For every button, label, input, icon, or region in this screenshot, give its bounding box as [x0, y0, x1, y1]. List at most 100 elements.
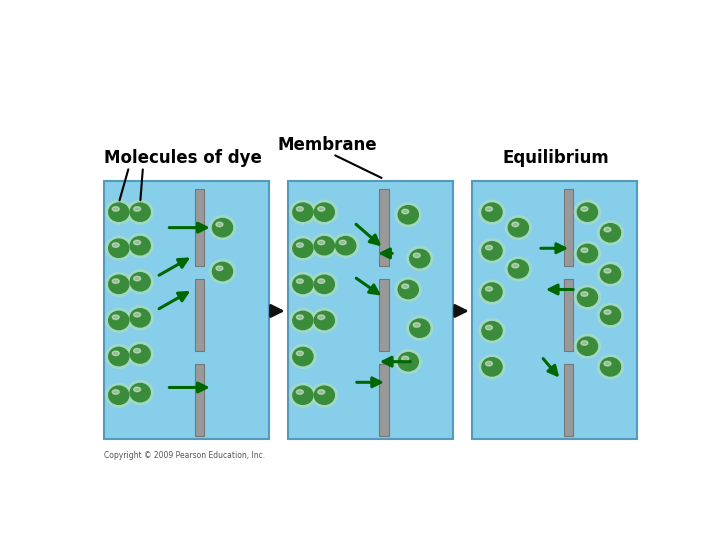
- Ellipse shape: [395, 278, 421, 301]
- Ellipse shape: [398, 206, 418, 224]
- Ellipse shape: [398, 353, 418, 371]
- Ellipse shape: [318, 240, 325, 245]
- Ellipse shape: [130, 203, 150, 221]
- Ellipse shape: [413, 323, 420, 327]
- Ellipse shape: [600, 265, 621, 283]
- Bar: [195, 364, 204, 436]
- Bar: [195, 189, 204, 266]
- Ellipse shape: [485, 287, 492, 291]
- Ellipse shape: [290, 308, 316, 332]
- Ellipse shape: [318, 315, 325, 320]
- Ellipse shape: [598, 303, 624, 327]
- Ellipse shape: [216, 222, 223, 227]
- Ellipse shape: [130, 309, 150, 327]
- Ellipse shape: [407, 316, 433, 340]
- Ellipse shape: [314, 237, 334, 255]
- Ellipse shape: [577, 288, 598, 306]
- Ellipse shape: [293, 275, 313, 294]
- Ellipse shape: [134, 207, 140, 211]
- Ellipse shape: [112, 390, 120, 394]
- Ellipse shape: [598, 262, 624, 286]
- Ellipse shape: [485, 207, 492, 211]
- Ellipse shape: [134, 240, 140, 245]
- Bar: [379, 364, 389, 436]
- Ellipse shape: [482, 203, 502, 221]
- Ellipse shape: [290, 200, 316, 224]
- Ellipse shape: [581, 292, 588, 296]
- Ellipse shape: [130, 237, 150, 255]
- Ellipse shape: [402, 284, 409, 288]
- Ellipse shape: [485, 325, 492, 330]
- Ellipse shape: [290, 345, 316, 368]
- Ellipse shape: [508, 219, 528, 237]
- Ellipse shape: [290, 273, 316, 296]
- Ellipse shape: [106, 200, 132, 224]
- Ellipse shape: [109, 275, 129, 294]
- Ellipse shape: [485, 245, 492, 250]
- Ellipse shape: [604, 268, 611, 273]
- Ellipse shape: [600, 357, 621, 376]
- Ellipse shape: [333, 234, 359, 258]
- Ellipse shape: [290, 383, 316, 407]
- Bar: [288, 181, 453, 439]
- Ellipse shape: [106, 383, 132, 407]
- Ellipse shape: [314, 275, 334, 294]
- Ellipse shape: [482, 283, 502, 301]
- Ellipse shape: [339, 240, 346, 245]
- Ellipse shape: [297, 390, 303, 394]
- Ellipse shape: [130, 345, 150, 363]
- Ellipse shape: [482, 322, 502, 340]
- Ellipse shape: [318, 279, 325, 284]
- Ellipse shape: [314, 311, 334, 329]
- Ellipse shape: [413, 253, 420, 258]
- Ellipse shape: [297, 351, 303, 356]
- Bar: [472, 181, 636, 439]
- Ellipse shape: [318, 207, 325, 211]
- Ellipse shape: [127, 270, 153, 294]
- Ellipse shape: [134, 276, 140, 281]
- Bar: [104, 181, 269, 439]
- Ellipse shape: [482, 242, 502, 260]
- Ellipse shape: [112, 351, 120, 356]
- Ellipse shape: [410, 319, 430, 338]
- Ellipse shape: [109, 311, 129, 329]
- Ellipse shape: [112, 279, 120, 284]
- Ellipse shape: [212, 219, 233, 237]
- Ellipse shape: [575, 200, 600, 224]
- Ellipse shape: [479, 239, 505, 263]
- Ellipse shape: [134, 312, 140, 317]
- Ellipse shape: [505, 257, 531, 281]
- Text: Copyright © 2009 Pearson Education, Inc.: Copyright © 2009 Pearson Education, Inc.: [104, 451, 265, 461]
- Ellipse shape: [293, 311, 313, 329]
- Bar: [564, 189, 572, 266]
- Ellipse shape: [106, 345, 132, 368]
- Ellipse shape: [402, 356, 409, 361]
- Ellipse shape: [109, 386, 129, 404]
- Ellipse shape: [216, 266, 223, 271]
- Ellipse shape: [604, 361, 611, 366]
- Ellipse shape: [482, 357, 502, 376]
- Ellipse shape: [109, 239, 129, 258]
- Ellipse shape: [485, 361, 492, 366]
- Ellipse shape: [479, 200, 505, 224]
- Ellipse shape: [604, 310, 611, 314]
- Ellipse shape: [112, 315, 120, 320]
- Ellipse shape: [127, 342, 153, 366]
- Ellipse shape: [598, 355, 624, 379]
- Ellipse shape: [134, 387, 140, 392]
- Ellipse shape: [127, 381, 153, 404]
- Ellipse shape: [512, 222, 519, 227]
- Ellipse shape: [297, 315, 303, 320]
- Ellipse shape: [508, 260, 528, 278]
- Ellipse shape: [311, 308, 338, 332]
- Ellipse shape: [212, 262, 233, 281]
- Ellipse shape: [127, 234, 153, 258]
- Text: Molecules of dye: Molecules of dye: [104, 148, 262, 167]
- Ellipse shape: [293, 386, 313, 404]
- Ellipse shape: [336, 237, 356, 255]
- Bar: [564, 279, 572, 352]
- Ellipse shape: [297, 207, 303, 211]
- Ellipse shape: [314, 386, 334, 404]
- Ellipse shape: [109, 203, 129, 221]
- Ellipse shape: [106, 237, 132, 260]
